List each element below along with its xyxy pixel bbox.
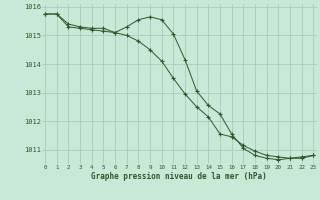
X-axis label: Graphe pression niveau de la mer (hPa): Graphe pression niveau de la mer (hPa) bbox=[91, 172, 267, 181]
